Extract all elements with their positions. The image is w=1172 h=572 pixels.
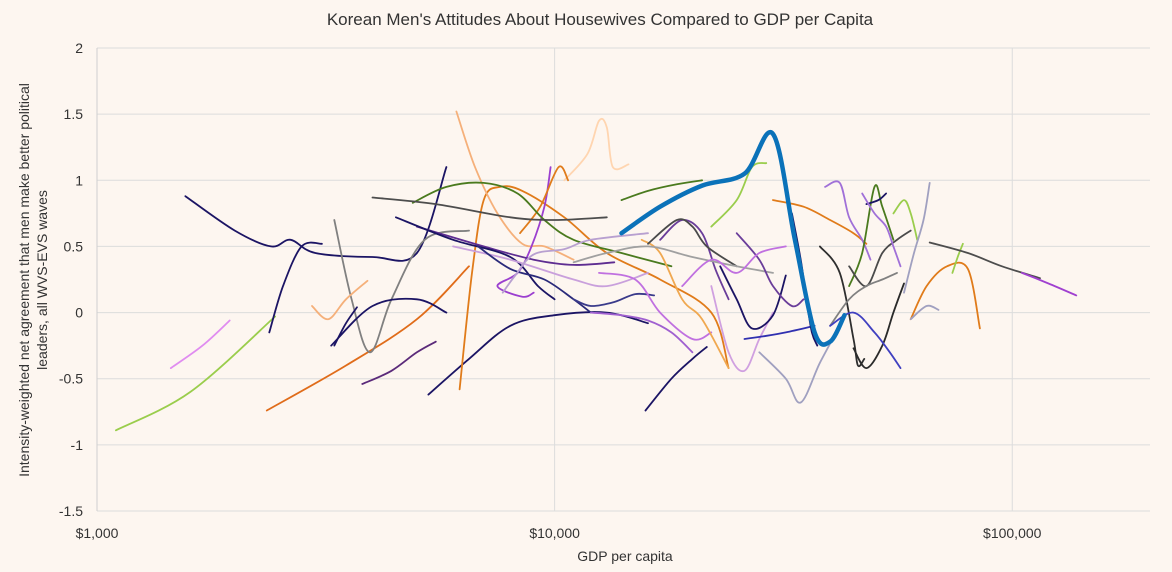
series-line: [743, 324, 816, 340]
series-line: [395, 216, 556, 301]
series-line: [563, 117, 630, 182]
series-line: [903, 182, 931, 294]
series-line: [772, 199, 868, 245]
series-line: [115, 315, 276, 432]
series-line: [330, 297, 448, 347]
series-line: [829, 272, 898, 327]
series-line: [1021, 272, 1078, 297]
series-line: [865, 192, 887, 205]
series-line: [861, 192, 902, 268]
series-line: [455, 110, 575, 261]
series-line: [848, 184, 895, 287]
y-axis-label: Intensity-weighted net agreement that me…: [16, 83, 50, 477]
series-line: [598, 272, 713, 341]
chart-title: Korean Men's Attitudes About Housewives …: [327, 10, 874, 29]
series-line: [848, 229, 912, 288]
series-line: [268, 241, 323, 334]
series-line: [572, 292, 655, 307]
series-line: [735, 232, 805, 308]
series-line: [501, 232, 649, 294]
series-line: [519, 165, 569, 235]
series-line: [590, 311, 694, 354]
series-line: [333, 219, 470, 354]
series-line: [427, 311, 649, 396]
series-line: [659, 219, 730, 301]
series-line: [719, 265, 787, 330]
y-axis-label-line-1: Intensity-weighted net agreement that me…: [16, 83, 32, 477]
x-axis-label: GDP per capita: [577, 548, 673, 564]
series-line: [647, 218, 738, 268]
series-line: [824, 180, 872, 261]
y-tick-label: 1: [75, 172, 83, 188]
series-line: [169, 319, 231, 369]
series-line: [265, 265, 470, 412]
series-line: [311, 279, 369, 321]
series-line: [852, 282, 905, 369]
series-line: [416, 225, 616, 266]
series-line: [644, 346, 708, 412]
y-axis-label-line-2: leaders, all WVS-EVS waves: [34, 190, 50, 370]
series-line: [411, 181, 673, 268]
series-line: [892, 199, 919, 241]
series-line: [909, 304, 940, 321]
x-tick-label: $10,000: [529, 525, 580, 541]
series-line: [458, 185, 730, 391]
y-tick-label: 0: [75, 305, 83, 321]
series-line: [758, 324, 841, 404]
y-tick-label: -1.5: [59, 503, 83, 519]
series-line: [710, 162, 768, 228]
series-line: [710, 285, 774, 373]
series-line: [681, 245, 787, 287]
x-tick-label: $100,000: [983, 525, 1042, 541]
y-tick-label: 2: [75, 40, 83, 56]
series-line: [620, 179, 703, 201]
y-tick-label: -1: [71, 437, 84, 453]
series-layer: [115, 110, 1078, 432]
series-line: [184, 166, 448, 262]
highlight-series-south-korea: [619, 129, 847, 347]
series-line: [452, 245, 649, 288]
series-line: [951, 242, 964, 274]
series-line: [572, 245, 774, 274]
series-line: [361, 340, 437, 385]
highlight-layer: [619, 129, 847, 347]
x-tick-label: $1,000: [76, 525, 119, 541]
tick-labels: 2 1.5 1 0.5 0 -0.5 -1 -1.5 $1,000 $10,000 $100,000: [59, 40, 1042, 541]
series-line: [371, 196, 608, 221]
series-line: [819, 245, 866, 368]
series-line: [909, 261, 981, 330]
y-tick-label: -0.5: [59, 371, 83, 387]
series-line: [477, 245, 592, 314]
y-tick-label: 1.5: [64, 106, 84, 122]
y-tick-label: 0.5: [64, 238, 84, 254]
